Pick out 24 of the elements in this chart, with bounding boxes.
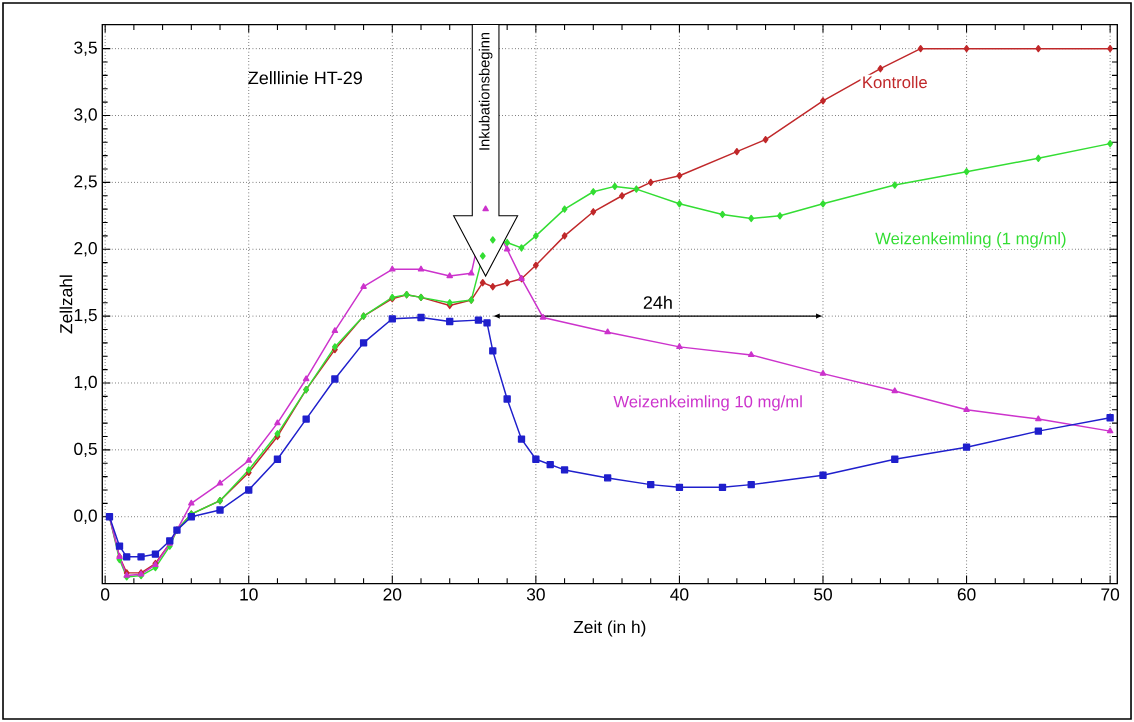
annotation: Inkubationsbeginn bbox=[478, 32, 493, 150]
series-label: Kontrolle bbox=[863, 75, 927, 89]
annotation: Zelllinie HT-29 bbox=[248, 71, 362, 85]
x-tick-label: 50 bbox=[814, 588, 832, 601]
x-tick-label: 10 bbox=[240, 588, 258, 601]
x-tick-label: 30 bbox=[526, 588, 545, 601]
x-tick-label: 40 bbox=[670, 588, 689, 601]
x-tick-label: 20 bbox=[383, 588, 402, 601]
y-tick-label: 2,0 bbox=[74, 242, 97, 257]
y-tick-label: 3,0 bbox=[74, 108, 97, 123]
y-tick-label: 0,5 bbox=[74, 442, 97, 458]
x-tick-label: 0 bbox=[101, 588, 110, 601]
y-tick-label: 0,0 bbox=[74, 509, 97, 524]
text: Weizenkeimling (1 mg/ml) bbox=[875, 232, 1066, 248]
annotation: 24h bbox=[643, 295, 672, 309]
x-tick-label: 70 bbox=[1101, 588, 1120, 601]
y-tick-label: 1,0 bbox=[74, 375, 97, 391]
y-tick-label: 2,5 bbox=[74, 175, 97, 190]
y-tick-label: 1,5 bbox=[74, 309, 97, 324]
x-tick-label: 60 bbox=[957, 588, 976, 601]
y-axis-title: Zellzahl bbox=[59, 275, 73, 334]
x-axis-title: Zeit (in h) bbox=[573, 620, 646, 637]
y-tick-label: 3,5 bbox=[74, 41, 97, 56]
series-label: Weizenkeimling 10 mg/ml bbox=[613, 395, 802, 411]
